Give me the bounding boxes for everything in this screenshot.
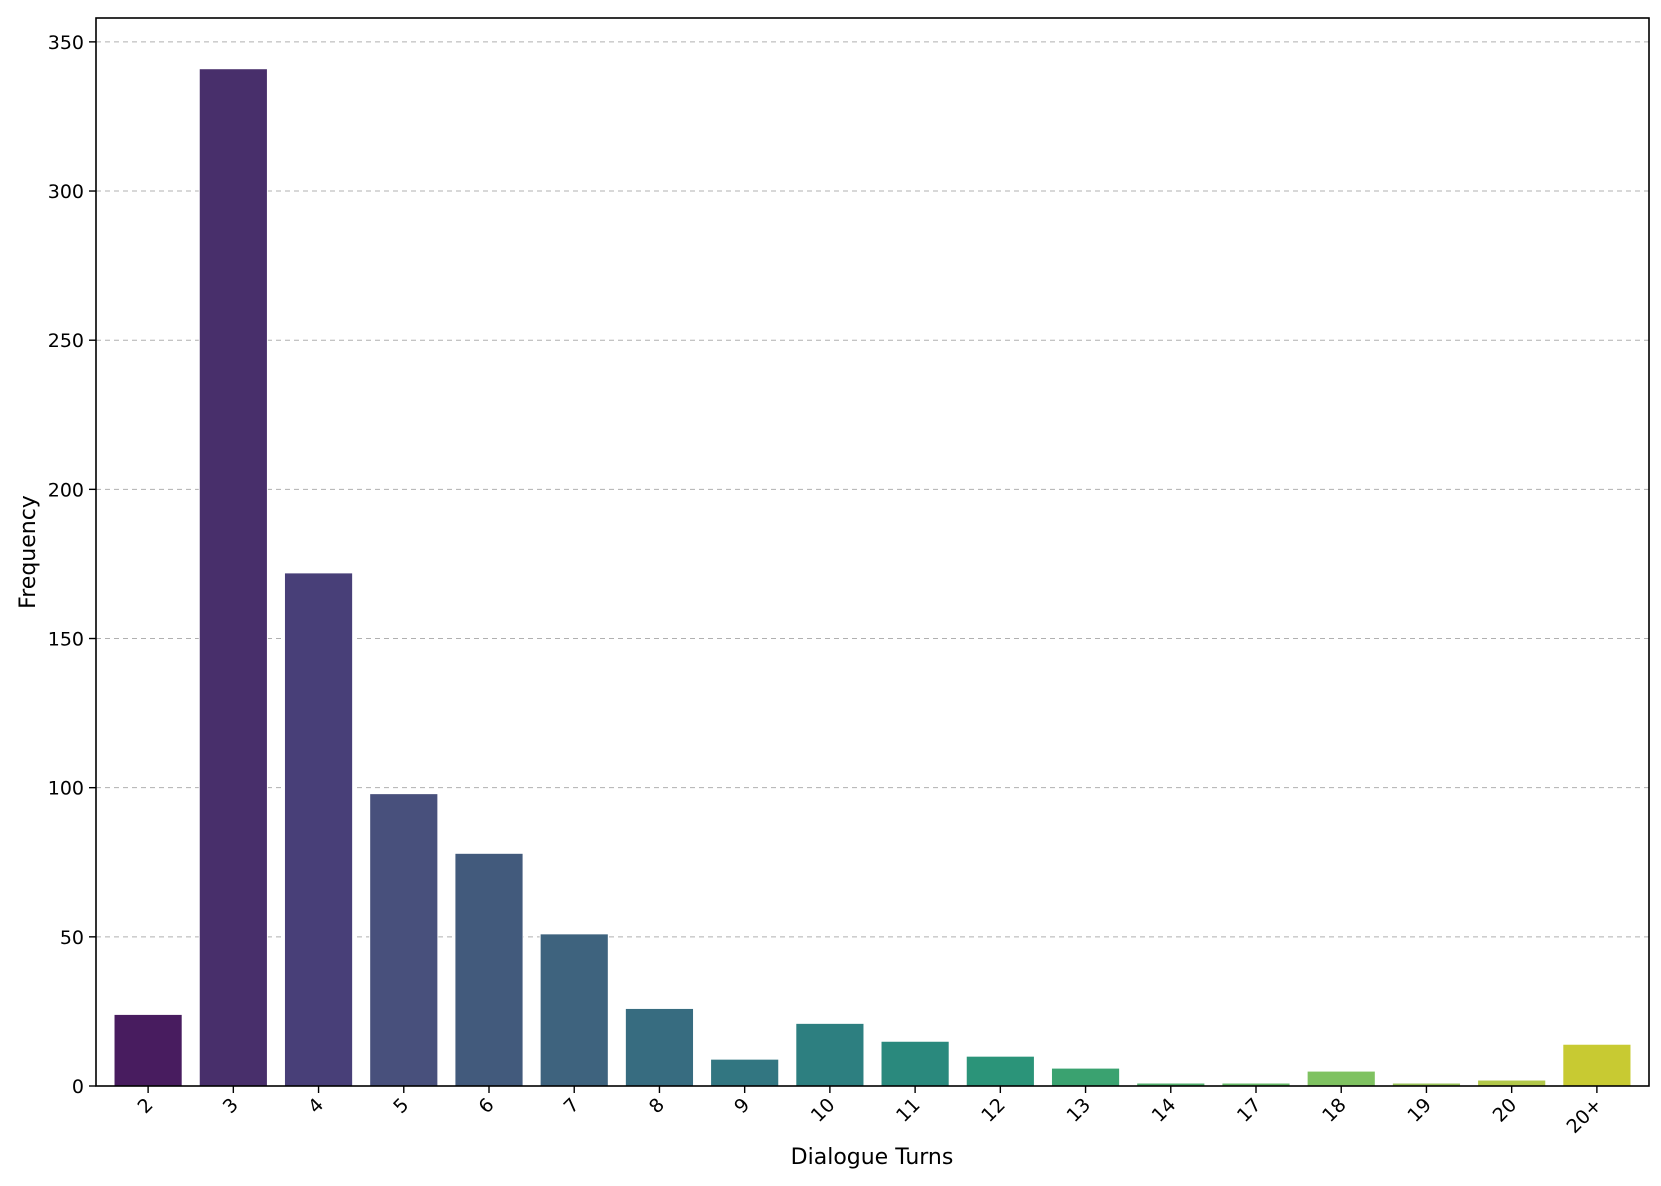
bars bbox=[113, 68, 1632, 1087]
x-tick-label: 12 bbox=[977, 1094, 1010, 1127]
bar-5 bbox=[369, 793, 439, 1087]
x-tick-label: 6 bbox=[474, 1094, 498, 1118]
y-axis-ticks: 0 50 100 150 200 250 300 350 bbox=[48, 32, 96, 1098]
bar-20plus bbox=[1562, 1043, 1632, 1087]
y-tick-label: 350 bbox=[48, 32, 84, 54]
bar-3 bbox=[198, 68, 268, 1087]
y-tick-label: 0 bbox=[72, 1076, 84, 1098]
x-tick-label: 10 bbox=[807, 1094, 840, 1127]
x-axis-ticks: 2 3 4 5 6 7 8 9 10 11 12 13 14 17 18 19 20 20+ bbox=[134, 1086, 1607, 1138]
x-tick-label: 14 bbox=[1148, 1094, 1181, 1127]
x-tick-label: 20+ bbox=[1563, 1094, 1607, 1138]
bar-8 bbox=[624, 1007, 695, 1087]
plot-frame bbox=[95, 17, 1650, 1087]
y-tick-label: 200 bbox=[48, 479, 84, 501]
y-tick-label: 300 bbox=[48, 181, 84, 203]
bar-12 bbox=[965, 1055, 1035, 1087]
x-tick-label: 20 bbox=[1489, 1094, 1522, 1127]
gridlines bbox=[96, 41, 1649, 938]
bar-4 bbox=[283, 572, 354, 1087]
bar-18 bbox=[1306, 1070, 1376, 1087]
x-tick-label: 8 bbox=[645, 1094, 669, 1118]
x-tick-label: 13 bbox=[1062, 1094, 1095, 1127]
x-tick-label: 5 bbox=[389, 1094, 413, 1118]
x-tick-label: 3 bbox=[219, 1094, 243, 1118]
y-tick-label: 50 bbox=[60, 927, 84, 949]
x-tick-label: 11 bbox=[892, 1094, 925, 1127]
bar-11 bbox=[880, 1040, 950, 1087]
bar-2 bbox=[113, 1013, 183, 1087]
x-tick-label: 17 bbox=[1233, 1094, 1266, 1127]
x-tick-label: 18 bbox=[1318, 1094, 1351, 1127]
x-tick-label: 9 bbox=[730, 1094, 754, 1118]
x-tick-label: 4 bbox=[304, 1094, 328, 1118]
bar-7 bbox=[539, 933, 609, 1087]
y-tick-label: 250 bbox=[48, 330, 84, 352]
y-tick-label: 150 bbox=[48, 629, 84, 651]
x-tick-label: 19 bbox=[1403, 1094, 1436, 1127]
bar-13 bbox=[1050, 1067, 1121, 1087]
bar-9 bbox=[710, 1058, 780, 1087]
bar-6 bbox=[454, 852, 524, 1087]
x-axis-label: Dialogue Turns bbox=[791, 1145, 954, 1170]
x-tick-label: 7 bbox=[560, 1094, 584, 1118]
bar-20 bbox=[1477, 1079, 1547, 1087]
y-tick-label: 100 bbox=[48, 778, 84, 800]
x-tick-label: 2 bbox=[134, 1094, 158, 1118]
bar-10 bbox=[795, 1022, 865, 1087]
y-axis-label: Frequency bbox=[16, 495, 41, 609]
